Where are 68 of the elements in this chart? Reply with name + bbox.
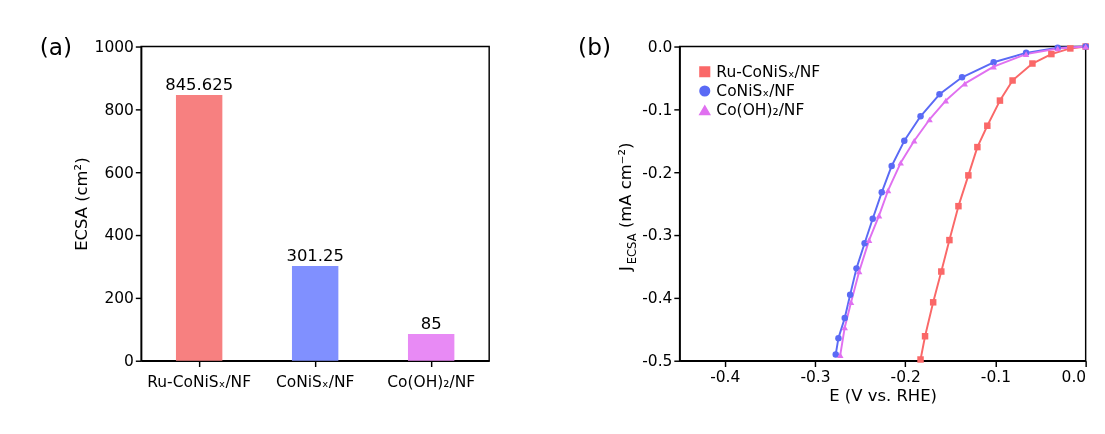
point <box>974 143 981 151</box>
legend-label: Co(OH)₂/NF <box>716 101 805 120</box>
y-tick-label: -0.5 <box>642 352 673 371</box>
x-tick-label: -0.3 <box>800 367 831 386</box>
y-tick-label: 600 <box>104 163 134 182</box>
x-axis-title: E (V vs. RHE) <box>829 385 937 405</box>
y-tick-label: 200 <box>104 289 134 308</box>
point <box>1048 50 1055 58</box>
point <box>897 160 904 166</box>
bar <box>291 266 339 361</box>
point <box>938 268 945 275</box>
y-axis-title: JECSA (mA cm⁻²) <box>616 142 640 272</box>
y-tick-label: 400 <box>104 226 134 245</box>
point <box>1067 45 1074 52</box>
point <box>936 91 943 98</box>
point <box>958 74 966 81</box>
data-label: 845.625 <box>165 75 234 95</box>
y-tick-label: 800 <box>104 100 134 119</box>
point <box>865 237 873 243</box>
point <box>841 324 848 331</box>
point <box>847 299 855 306</box>
x-tick-label: Co(OH)₂/NF <box>387 373 476 392</box>
point <box>837 352 844 358</box>
y-tick-label: -0.4 <box>642 289 673 308</box>
chart-title: (b) <box>578 33 611 61</box>
point <box>841 314 848 322</box>
data-label: 85 <box>420 314 442 334</box>
y-tick-label: 0 <box>124 352 134 371</box>
y-tick-label: -0.3 <box>642 226 673 245</box>
point <box>926 116 933 123</box>
point <box>996 97 1004 104</box>
point <box>901 137 908 145</box>
chart-title: (a) <box>39 33 72 61</box>
y-axis-title: ECSA (cm²) <box>71 157 91 251</box>
point <box>835 334 842 342</box>
y-tick-label: 1000 <box>94 37 134 56</box>
y-tick-label: -0.2 <box>642 163 673 182</box>
point <box>888 162 895 170</box>
point <box>984 122 991 129</box>
y-tick-label: -0.1 <box>642 100 673 119</box>
x-tick-label: -0.4 <box>710 367 741 386</box>
x-tick-label: 0.0 <box>1061 367 1087 386</box>
bar <box>407 334 455 361</box>
point <box>929 299 937 306</box>
point <box>917 113 924 120</box>
point <box>1029 60 1036 67</box>
bar <box>175 95 223 361</box>
point <box>869 215 876 222</box>
legend-label: Ru-CoNiSₓ/NF <box>716 62 821 81</box>
point <box>861 240 868 247</box>
point <box>832 351 839 358</box>
point <box>1009 77 1016 84</box>
point <box>965 172 972 179</box>
point <box>946 236 953 244</box>
x-tick-label: -0.1 <box>980 367 1011 386</box>
x-tick-label: Ru-CoNiSₓ/NF <box>147 373 252 392</box>
legend-label: CoNiSₓ/NF <box>716 81 795 100</box>
point <box>884 187 892 194</box>
point <box>878 189 885 196</box>
y-tick-label: 0.0 <box>647 37 673 56</box>
data-label: 301.25 <box>286 246 344 266</box>
point <box>990 59 997 66</box>
x-tick-label: CoNiSₓ/NF <box>275 373 355 392</box>
x-tick-label: -0.2 <box>890 367 921 386</box>
point <box>955 202 962 210</box>
point <box>917 356 924 363</box>
point <box>846 291 854 298</box>
point <box>910 138 918 144</box>
